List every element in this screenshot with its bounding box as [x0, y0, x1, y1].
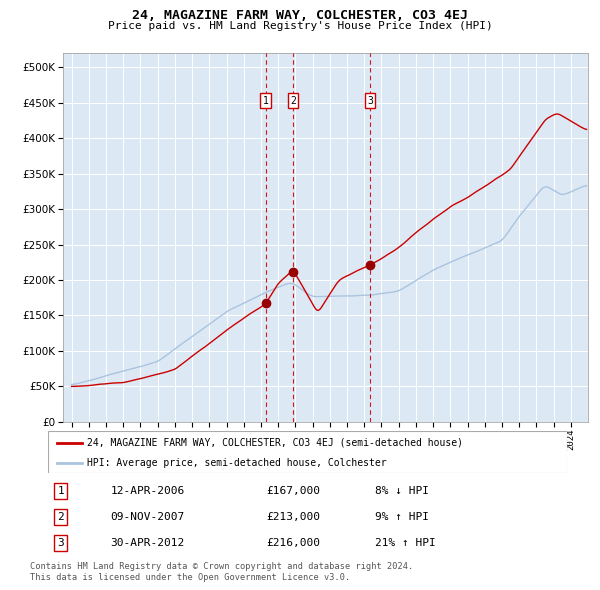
Text: £216,000: £216,000 — [266, 538, 320, 548]
Text: 21% ↑ HPI: 21% ↑ HPI — [375, 538, 436, 548]
Text: Price paid vs. HM Land Registry's House Price Index (HPI): Price paid vs. HM Land Registry's House … — [107, 21, 493, 31]
Text: 2: 2 — [58, 512, 64, 522]
Text: 09-NOV-2007: 09-NOV-2007 — [110, 512, 185, 522]
Text: 9% ↑ HPI: 9% ↑ HPI — [375, 512, 429, 522]
Text: 3: 3 — [367, 96, 373, 106]
Text: HPI: Average price, semi-detached house, Colchester: HPI: Average price, semi-detached house,… — [87, 458, 386, 467]
Text: 24, MAGAZINE FARM WAY, COLCHESTER, CO3 4EJ: 24, MAGAZINE FARM WAY, COLCHESTER, CO3 4… — [132, 9, 468, 22]
Text: £167,000: £167,000 — [266, 486, 320, 496]
Text: 1: 1 — [58, 486, 64, 496]
Text: 12-APR-2006: 12-APR-2006 — [110, 486, 185, 496]
Text: 8% ↓ HPI: 8% ↓ HPI — [375, 486, 429, 496]
Text: 1: 1 — [263, 96, 269, 106]
Text: £213,000: £213,000 — [266, 512, 320, 522]
Text: 24, MAGAZINE FARM WAY, COLCHESTER, CO3 4EJ (semi-detached house): 24, MAGAZINE FARM WAY, COLCHESTER, CO3 4… — [87, 438, 463, 448]
Text: 3: 3 — [58, 538, 64, 548]
Text: 2: 2 — [290, 96, 296, 106]
Text: Contains HM Land Registry data © Crown copyright and database right 2024.: Contains HM Land Registry data © Crown c… — [30, 562, 413, 571]
Text: 30-APR-2012: 30-APR-2012 — [110, 538, 185, 548]
Text: This data is licensed under the Open Government Licence v3.0.: This data is licensed under the Open Gov… — [30, 573, 350, 582]
